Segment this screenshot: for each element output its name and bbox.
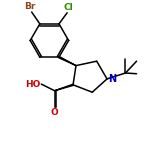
Text: N: N [108, 74, 116, 84]
Text: Br: Br [24, 2, 36, 11]
Text: O: O [51, 109, 59, 117]
Text: HO: HO [25, 80, 40, 89]
Text: Cl: Cl [64, 3, 73, 12]
Polygon shape [59, 57, 76, 66]
Polygon shape [55, 84, 73, 91]
